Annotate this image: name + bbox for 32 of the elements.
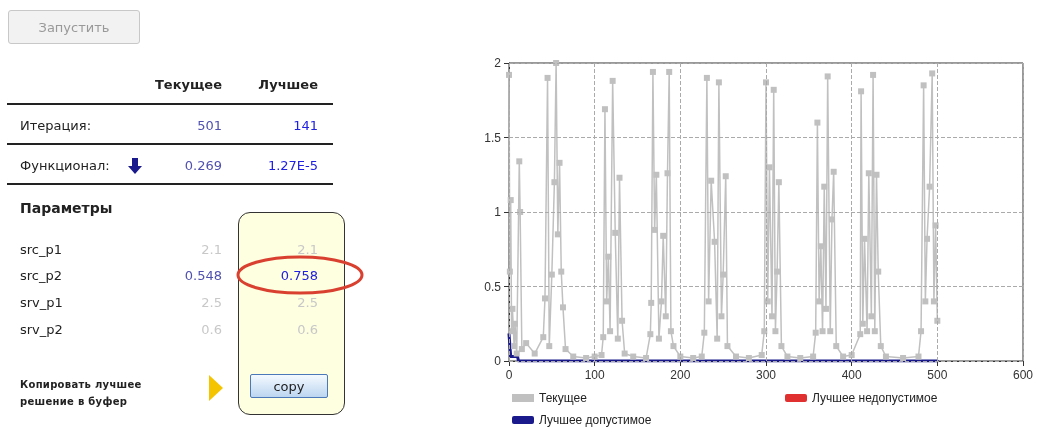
x-tick-label: 500 [927, 368, 948, 382]
x-tick-label: 600 [1012, 368, 1034, 382]
legend-label: Лучшее допустимое [539, 413, 652, 427]
text: src_p2 [20, 268, 63, 283]
x-tick-label: 0 [505, 368, 513, 382]
text: srv_p1 [20, 295, 63, 310]
text: Копировать лучшее решение в буфер [20, 378, 143, 409]
legend-label: Текущее [539, 391, 588, 405]
text: 0.548 [184, 268, 222, 283]
text: 0.269 [184, 158, 222, 173]
text: src_p1 [20, 242, 63, 257]
text: srv_p2 [20, 322, 63, 337]
text: 0.758 [280, 268, 318, 283]
x-tick-label: 100 [584, 368, 605, 382]
text: 1.27E-5 [267, 158, 318, 173]
y-tick-label: 0.5 [484, 279, 502, 294]
y-tick-label: 1 [494, 205, 502, 219]
text: Функционал: [20, 158, 110, 173]
text: Текущее [155, 77, 222, 92]
text: Лучшее [258, 77, 318, 92]
button[interactable]: copy [250, 374, 328, 398]
x-tick-label: 300 [755, 368, 777, 382]
y-tick-label: 0 [494, 354, 502, 368]
text: Итерация: [20, 118, 92, 133]
legend-label: Лучшее недопустимое [812, 391, 938, 405]
text: 501 [197, 118, 222, 133]
x-tick-label: 200 [670, 368, 691, 382]
text: 141 [293, 118, 318, 133]
text: Параметры [20, 200, 113, 216]
y-tick-label: 1.5 [484, 130, 502, 145]
y-tick-label: 2 [494, 56, 502, 70]
x-tick-label: 400 [841, 368, 862, 382]
